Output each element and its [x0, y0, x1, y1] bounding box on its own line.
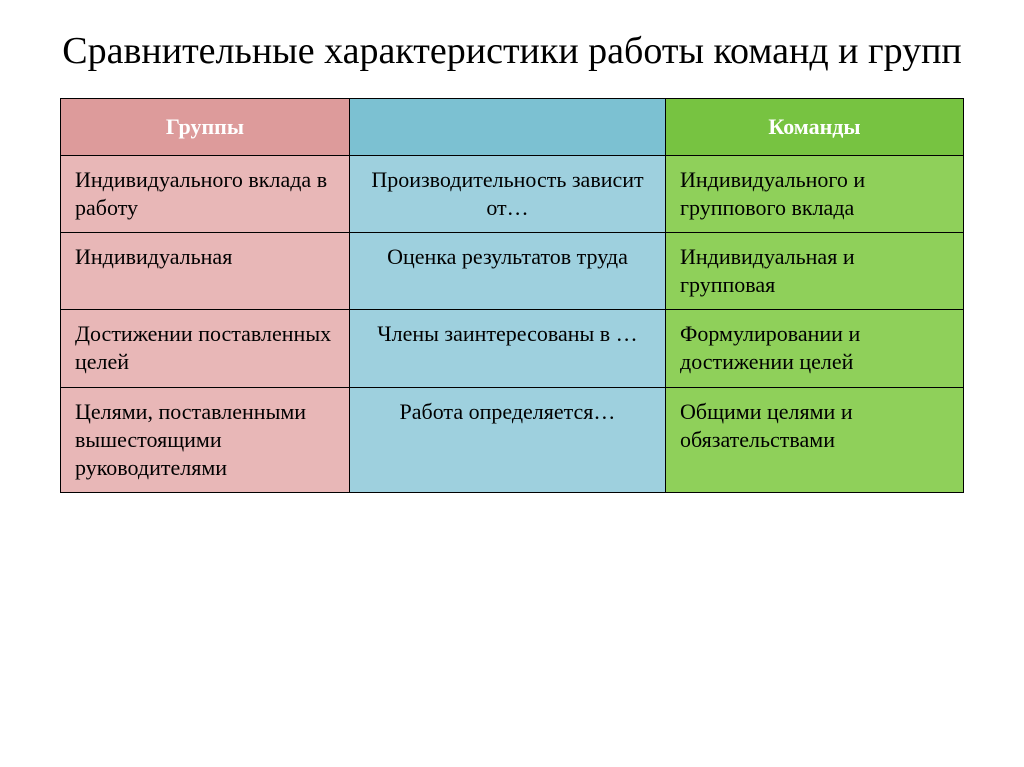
cell-teams: Индивидуальная и групповая [666, 232, 964, 309]
cell-teams: Формулировании и достижении целей [666, 310, 964, 387]
header-teams: Команды [666, 98, 964, 155]
cell-groups: Целями, поставленными вышестоящими руков… [61, 387, 350, 492]
cell-teams: Индивидуального и группового вклада [666, 155, 964, 232]
header-groups: Группы [61, 98, 350, 155]
cell-teams: Общими целями и обязательствами [666, 387, 964, 492]
cell-groups: Индивидуального вклада в работу [61, 155, 350, 232]
table-header-row: Группы Команды [61, 98, 964, 155]
table-row: Индивидуального вклада в работу Производ… [61, 155, 964, 232]
page-title: Сравнительные характеристики работы кома… [60, 28, 964, 76]
cell-criteria: Работа определяется… [349, 387, 665, 492]
cell-criteria: Члены заинтересованы в … [349, 310, 665, 387]
cell-groups: Индивидуальная [61, 232, 350, 309]
table-row: Целями, поставленными вышестоящими руков… [61, 387, 964, 492]
comparison-table: Группы Команды Индивидуального вклада в … [60, 98, 964, 494]
cell-criteria: Оценка результатов труда [349, 232, 665, 309]
header-criteria [349, 98, 665, 155]
slide: Сравнительные характеристики работы кома… [0, 0, 1024, 767]
cell-criteria: Производительность зависит от… [349, 155, 665, 232]
table-row: Индивидуальная Оценка результатов труда … [61, 232, 964, 309]
cell-groups: Достижении поставленных целей [61, 310, 350, 387]
table-row: Достижении поставленных целей Члены заин… [61, 310, 964, 387]
